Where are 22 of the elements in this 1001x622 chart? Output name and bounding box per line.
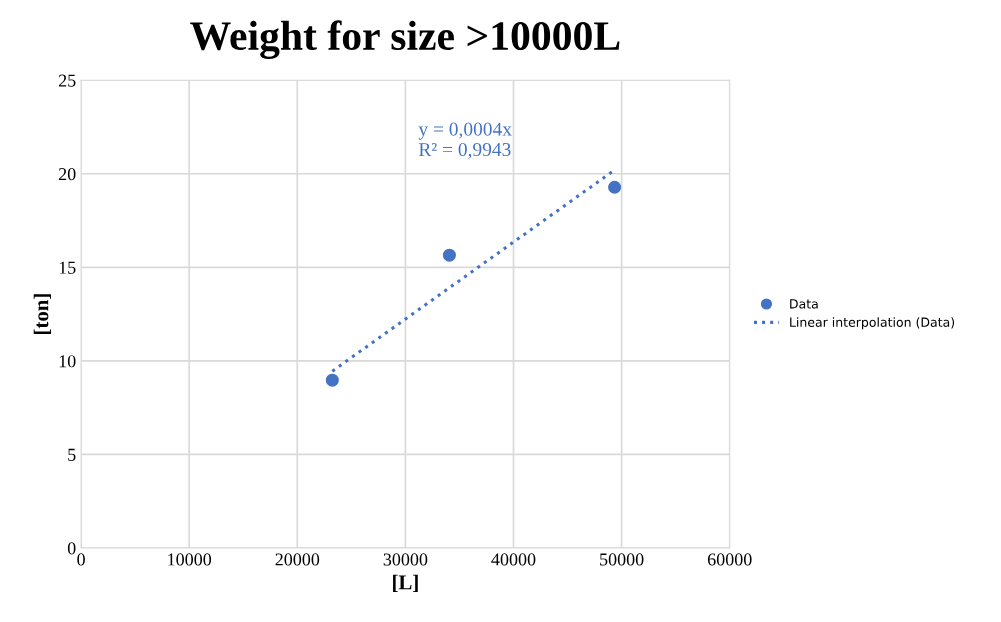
point [325, 373, 339, 387]
x-axis-title: [L] [393, 574, 418, 593]
x-tick-label: 20000 [275, 553, 320, 566]
y-tick-label: 25 [58, 74, 76, 87]
y-tick-label: 10 [59, 355, 76, 368]
point [442, 248, 456, 262]
x-tick-label: 10000 [168, 553, 212, 566]
x-tick-label: 0 [77, 553, 85, 566]
y-tick-label: 5 [68, 448, 76, 461]
x-tick-label: 60000 [707, 553, 752, 566]
point [608, 180, 622, 194]
y-tick-label: 0 [67, 542, 76, 555]
x-tick-label: 40000 [491, 553, 536, 566]
legend-label: Data [790, 299, 818, 309]
annotation: y = 0,0004x R² = 0,9943 [418, 122, 512, 159]
x-tick-label: 50000 [600, 553, 644, 566]
y-tick-label: 15 [59, 261, 76, 274]
y-axis-title: [ton] [33, 294, 51, 334]
y-tick-label: 20 [58, 168, 76, 181]
x-tick-label: 30000 [383, 553, 428, 566]
legend-label: Linear interpolation (Data) [790, 317, 955, 330]
chart-title: Weight for size >10000L [190, 20, 620, 59]
